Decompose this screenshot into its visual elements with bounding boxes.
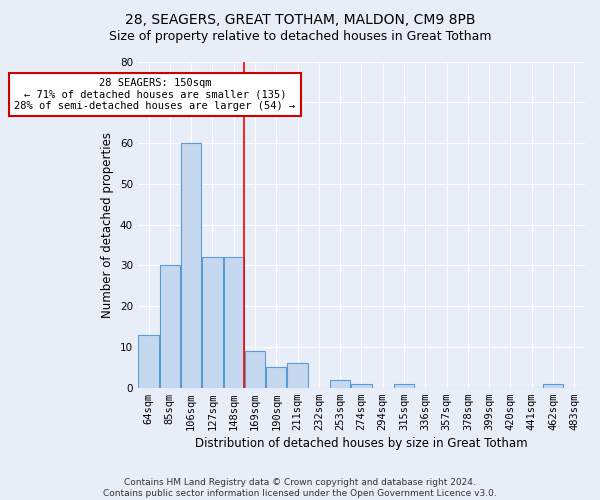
Bar xyxy=(202,257,223,388)
Bar xyxy=(139,334,158,388)
Bar xyxy=(224,257,244,388)
Text: Size of property relative to detached houses in Great Totham: Size of property relative to detached ho… xyxy=(109,30,491,43)
Bar xyxy=(245,351,265,388)
Y-axis label: Number of detached properties: Number of detached properties xyxy=(101,132,115,318)
Text: 28, SEAGERS, GREAT TOTHAM, MALDON, CM9 8PB: 28, SEAGERS, GREAT TOTHAM, MALDON, CM9 8… xyxy=(125,12,475,26)
Bar xyxy=(352,384,371,388)
X-axis label: Distribution of detached houses by size in Great Totham: Distribution of detached houses by size … xyxy=(195,437,528,450)
Bar xyxy=(330,380,350,388)
Bar xyxy=(287,363,308,388)
Bar xyxy=(394,384,414,388)
Text: 28 SEAGERS: 150sqm
← 71% of detached houses are smaller (135)
28% of semi-detach: 28 SEAGERS: 150sqm ← 71% of detached hou… xyxy=(14,78,296,111)
Text: Contains HM Land Registry data © Crown copyright and database right 2024.
Contai: Contains HM Land Registry data © Crown c… xyxy=(103,478,497,498)
Bar xyxy=(266,368,286,388)
Bar xyxy=(543,384,563,388)
Bar xyxy=(181,143,201,388)
Bar xyxy=(160,266,180,388)
